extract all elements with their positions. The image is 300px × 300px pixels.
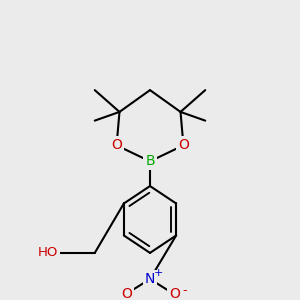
Text: N: N	[145, 272, 155, 286]
Text: +: +	[154, 268, 164, 278]
Text: O: O	[111, 138, 122, 152]
Text: O: O	[169, 286, 180, 300]
Text: HO: HO	[38, 246, 58, 260]
Text: O: O	[121, 286, 132, 300]
Text: -: -	[182, 284, 187, 297]
Text: B: B	[145, 154, 155, 168]
Text: O: O	[178, 138, 189, 152]
